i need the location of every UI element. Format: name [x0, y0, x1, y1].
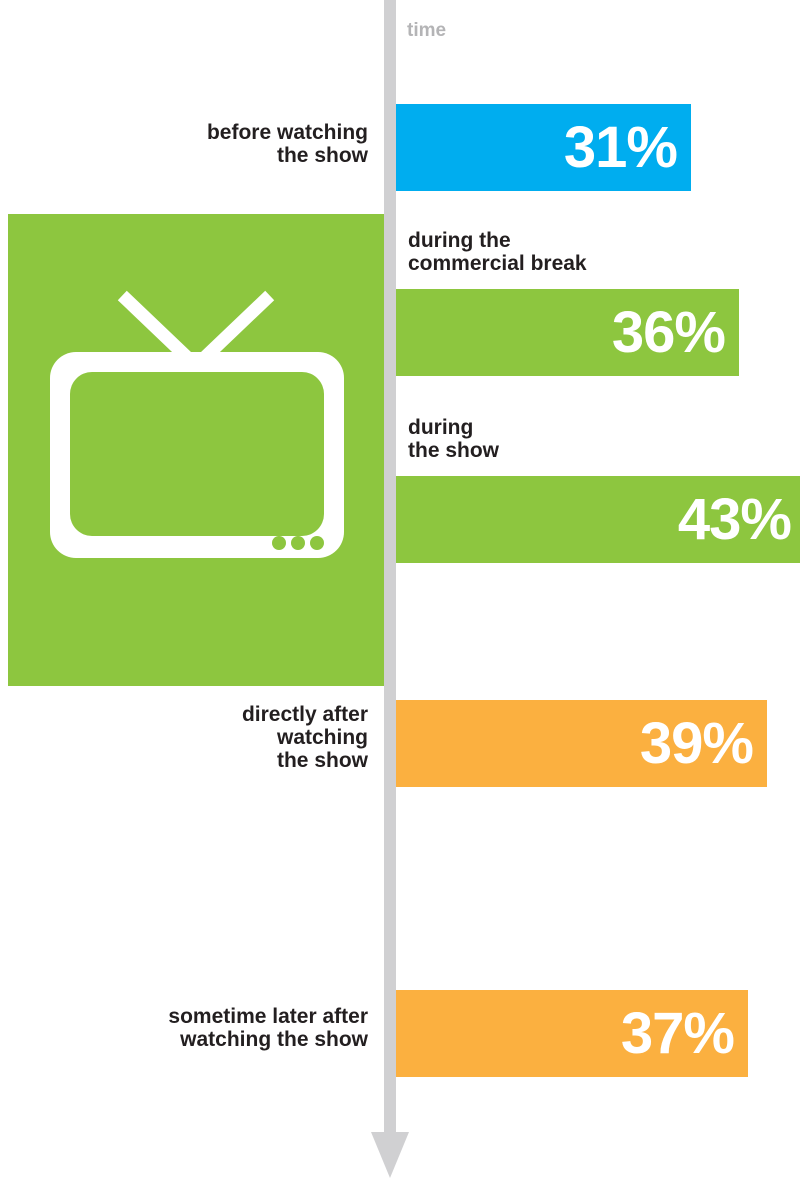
tv-panel: [8, 214, 384, 686]
time-arrow-icon: [371, 1132, 409, 1178]
category-label-3: during the show: [408, 416, 500, 462]
tv-screen: [70, 372, 324, 536]
tv-antenna-right: [190, 290, 275, 372]
tv-icon: [50, 290, 344, 558]
bar-value-label-1: 31%: [563, 115, 678, 180]
tv-dot-2: [291, 536, 305, 550]
bar-value-label-4: 39%: [639, 711, 754, 776]
tv-dot-1: [272, 536, 286, 550]
tv-dot-3: [310, 536, 324, 550]
bar-value-label-2: 36%: [611, 300, 726, 365]
category-label-1: before watching the show: [206, 121, 368, 167]
bar-value-label-5: 37%: [620, 1001, 735, 1066]
tv-antenna-left: [117, 290, 202, 372]
time-axis-line: [384, 0, 396, 1140]
category-label-4: directly after watching the show: [241, 703, 368, 772]
bar-1: 31%: [396, 104, 691, 191]
bar-4: 39%: [396, 700, 767, 787]
bar-2: 36%: [396, 289, 739, 376]
time-axis-label: time: [407, 20, 447, 41]
category-label-2: during the commercial break: [408, 229, 587, 275]
bar-3: 43%: [396, 476, 800, 563]
category-label-5: sometime later after watching the show: [168, 1005, 368, 1051]
bar-5: 37%: [396, 990, 748, 1077]
bar-value-label-3: 43%: [677, 487, 792, 552]
